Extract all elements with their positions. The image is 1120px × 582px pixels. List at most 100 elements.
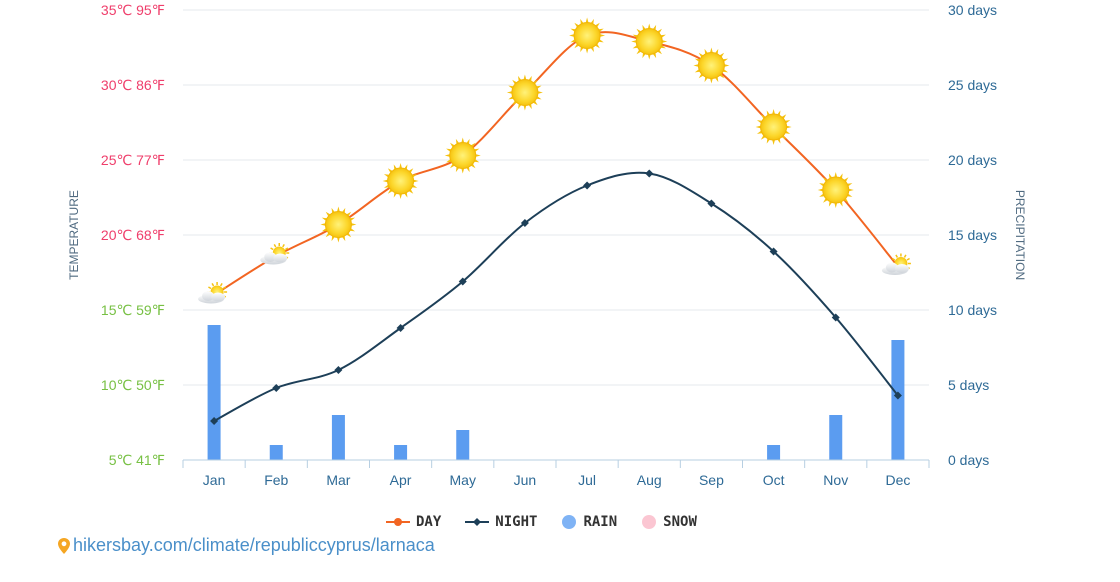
sun-ray (284, 247, 289, 251)
line-circle-marker-icon (386, 518, 410, 526)
cloud-shape (264, 252, 277, 262)
sun-disc (697, 52, 725, 79)
sun-ray (895, 254, 899, 258)
x-tick-label-jun: Jun (514, 472, 537, 488)
sun-disc (324, 211, 352, 238)
night-point-jun[interactable] (520, 219, 529, 227)
night-point-jan[interactable] (210, 417, 219, 425)
night-point-oct[interactable] (769, 247, 778, 256)
sun-icon[interactable] (817, 172, 854, 208)
sun-disc (635, 28, 663, 55)
sun-icon[interactable] (693, 47, 730, 84)
y-right-tick-label: 30 days (948, 2, 997, 18)
x-tick-label-nov: Nov (823, 472, 848, 488)
night-point-dec[interactable] (893, 391, 902, 400)
sun-ray (270, 247, 274, 251)
source-url: hikersbay.com/climate/republiccyprus/lar… (73, 535, 435, 555)
legend-item-snow[interactable]: SNOW (641, 514, 697, 530)
rain-bar-feb[interactable] (269, 445, 283, 460)
rain-bar-nov[interactable] (829, 415, 843, 460)
night-point-sep[interactable] (707, 199, 716, 208)
rain-bar-mar[interactable] (331, 415, 345, 460)
sun-ray (906, 257, 910, 261)
cloud-shape (894, 264, 909, 273)
sun-ray (219, 282, 223, 287)
night-point-feb[interactable] (272, 384, 281, 392)
sun-icon[interactable] (382, 163, 419, 199)
sun-disc (573, 22, 601, 49)
y-left-axis-title: TEMPERATURE (67, 190, 81, 280)
x-tick-label-apr: Apr (390, 472, 412, 488)
night-point-nov[interactable] (831, 313, 840, 322)
sun-icon[interactable] (569, 17, 606, 54)
line-diamond-marker-icon (465, 518, 490, 526)
sun-disc (822, 176, 850, 204)
rain-bar-may[interactable] (456, 430, 470, 460)
cloud-shape (202, 291, 215, 301)
y-right-axis-title: PRECIPITATION (1013, 190, 1027, 280)
y-right-tick-label: 10 days (948, 302, 997, 318)
y-left-tick-label: 25℃ 77℉ (101, 152, 165, 168)
sun-ray (282, 243, 285, 248)
sun-disc (511, 79, 539, 106)
night-temperature-line (213, 171, 899, 422)
y-right-tick-label: 20 days (948, 152, 997, 168)
y-left-tick-label: 10℃ 50℉ (101, 377, 165, 393)
sun-icon[interactable] (506, 74, 543, 111)
x-tick-label-aug: Aug (637, 472, 662, 488)
temperature-lines (210, 31, 902, 425)
cloud-shape (885, 262, 898, 273)
legend-item-rain[interactable]: RAIN (561, 514, 617, 530)
sun-icon[interactable] (320, 206, 357, 243)
source-link[interactable]: hikersbay.com/climate/republiccyprus/lar… (57, 535, 435, 556)
circle-icon (562, 515, 577, 529)
partly-cloudy-icon[interactable] (260, 243, 290, 265)
y-left-tick-label: 15℃ 59℉ (101, 302, 165, 318)
rain-bar-jan[interactable] (207, 325, 221, 460)
sun-disc (449, 142, 477, 169)
x-tick-label-dec: Dec (885, 472, 910, 488)
sun-disc (760, 113, 788, 141)
night-point-may[interactable] (458, 277, 467, 286)
weather-icons (198, 17, 911, 304)
x-tick-label-jan: Jan (203, 472, 226, 488)
sun-ray (222, 286, 227, 290)
partly-cloudy-icon[interactable] (198, 282, 228, 304)
legend-item-night[interactable]: NIGHT (465, 514, 537, 530)
x-tick-label-oct: Oct (763, 472, 785, 488)
rain-bar-oct[interactable] (767, 445, 781, 460)
legend: DAY NIGHT RAIN SNOW (386, 512, 697, 532)
rain-bars (207, 325, 905, 460)
sun-icon[interactable] (631, 23, 668, 60)
y-left-tick-label: 5℃ 41℉ (109, 452, 165, 468)
y-left-tick-label: 35℃ 95℉ (101, 2, 165, 18)
x-tick-label-sep: Sep (699, 472, 724, 488)
sun-ray (208, 286, 212, 290)
sun-disc (387, 167, 415, 195)
circle-icon (642, 515, 657, 529)
rain-bar-apr[interactable] (394, 445, 408, 460)
night-point-aug[interactable] (645, 169, 654, 178)
x-tick-label-mar: Mar (326, 472, 350, 488)
climate-chart: 5℃ 41℉ 0 days 10℃ 50℉ 5 days 15℃ 59℉ 10 days 2… (67, 2, 1027, 488)
y-left-tick-label: 20℃ 68℉ (101, 227, 165, 243)
legend-label-night: NIGHT (495, 514, 538, 530)
legend-item-day[interactable]: DAY (386, 514, 441, 530)
rain-bar-dec[interactable] (891, 340, 905, 460)
night-point-mar[interactable] (334, 366, 343, 374)
legend-label-day: DAY (416, 514, 442, 530)
sun-ray (891, 257, 896, 261)
night-point-jul[interactable] (583, 181, 592, 190)
partly-cloudy-icon[interactable] (881, 253, 911, 276)
cloud-shape (211, 292, 226, 302)
axes: 5℃ 41℉ 0 days 10℃ 50℉ 5 days 15℃ 59℉ 10 days 2… (67, 2, 1027, 488)
y-right-tick-label: 25 days (948, 77, 997, 93)
day-temperature-line (213, 31, 899, 296)
cloud-shape (273, 253, 288, 263)
night-point-apr[interactable] (396, 324, 405, 332)
x-tick-label-may: May (450, 472, 476, 488)
y-right-tick-label: 5 days (948, 377, 989, 393)
sun-icon[interactable] (444, 137, 481, 174)
sun-icon[interactable] (755, 109, 792, 145)
legend-label-rain: RAIN (583, 514, 618, 530)
